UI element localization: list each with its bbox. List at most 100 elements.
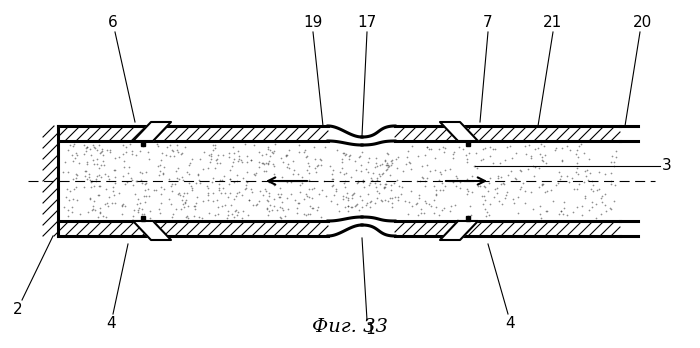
Point xyxy=(228,150,239,156)
Point xyxy=(519,143,531,149)
Point xyxy=(158,170,169,176)
Point xyxy=(203,192,214,198)
Point xyxy=(183,171,195,177)
Point xyxy=(365,199,376,205)
Point xyxy=(93,192,104,198)
Point xyxy=(91,161,102,167)
Point xyxy=(358,184,369,190)
Point xyxy=(512,210,523,216)
Point xyxy=(244,197,255,203)
Point xyxy=(380,167,391,173)
Point xyxy=(582,177,594,182)
Point xyxy=(167,189,178,194)
Point xyxy=(116,212,127,217)
Point xyxy=(581,168,592,173)
Point xyxy=(93,172,104,177)
Point xyxy=(306,205,317,211)
Point xyxy=(334,169,345,175)
Point xyxy=(382,164,393,170)
Point xyxy=(373,190,384,196)
Point xyxy=(103,194,114,199)
Point xyxy=(202,166,214,171)
Point xyxy=(155,192,166,197)
Point xyxy=(492,185,503,191)
Point xyxy=(577,203,588,208)
Point xyxy=(251,202,262,207)
Point xyxy=(300,155,312,160)
Point xyxy=(241,169,253,175)
Point xyxy=(380,197,391,202)
Point xyxy=(540,190,551,195)
Point xyxy=(123,165,134,170)
Point xyxy=(366,175,377,181)
Point xyxy=(445,203,456,209)
Point xyxy=(536,181,547,187)
Point xyxy=(484,153,495,159)
Point xyxy=(224,167,235,173)
Point xyxy=(164,153,176,158)
Point xyxy=(559,205,570,211)
Point xyxy=(351,180,363,186)
Point xyxy=(202,185,214,190)
Point xyxy=(328,167,339,173)
Point xyxy=(372,164,383,169)
Point xyxy=(461,152,472,157)
Point xyxy=(94,205,106,211)
Point xyxy=(231,190,242,195)
Point xyxy=(425,168,436,174)
Text: 4: 4 xyxy=(106,316,116,331)
Point xyxy=(314,156,326,161)
Point xyxy=(232,213,243,218)
Point xyxy=(363,191,374,196)
Point xyxy=(610,148,622,154)
Point xyxy=(556,145,568,151)
Point xyxy=(606,160,617,165)
Point xyxy=(267,207,278,213)
Point xyxy=(435,188,446,193)
Point xyxy=(309,156,321,162)
Point xyxy=(276,205,287,210)
Point xyxy=(600,208,611,213)
Point xyxy=(483,180,494,185)
Point xyxy=(330,188,342,194)
Point xyxy=(281,152,292,158)
Point xyxy=(384,195,395,200)
Point xyxy=(606,181,617,187)
Point xyxy=(183,181,194,186)
Point xyxy=(243,212,254,218)
Point xyxy=(481,209,492,215)
Point xyxy=(68,176,79,182)
Point xyxy=(356,149,368,155)
Point xyxy=(507,155,518,160)
Point xyxy=(448,155,459,161)
Point xyxy=(348,192,359,197)
Point xyxy=(565,148,576,153)
Point xyxy=(93,166,104,171)
Point xyxy=(421,176,433,181)
Point xyxy=(451,173,462,179)
Point xyxy=(95,163,106,168)
Point xyxy=(275,215,286,221)
Point xyxy=(384,164,395,169)
Point xyxy=(89,208,100,213)
Point xyxy=(512,194,524,200)
Point xyxy=(101,186,112,191)
Point xyxy=(436,171,447,177)
Point xyxy=(230,208,241,214)
Point xyxy=(475,183,486,188)
Point xyxy=(209,142,220,148)
Point xyxy=(218,185,229,191)
Point xyxy=(500,195,511,200)
Point xyxy=(361,203,372,208)
Point xyxy=(90,179,101,184)
Text: 4: 4 xyxy=(505,316,514,331)
Point xyxy=(81,144,92,150)
Point xyxy=(253,160,265,165)
Point xyxy=(412,213,423,218)
Point xyxy=(412,200,423,206)
Point xyxy=(367,170,378,175)
Point xyxy=(176,150,188,156)
Point xyxy=(595,195,606,200)
Point xyxy=(132,179,143,184)
Point xyxy=(216,177,228,183)
